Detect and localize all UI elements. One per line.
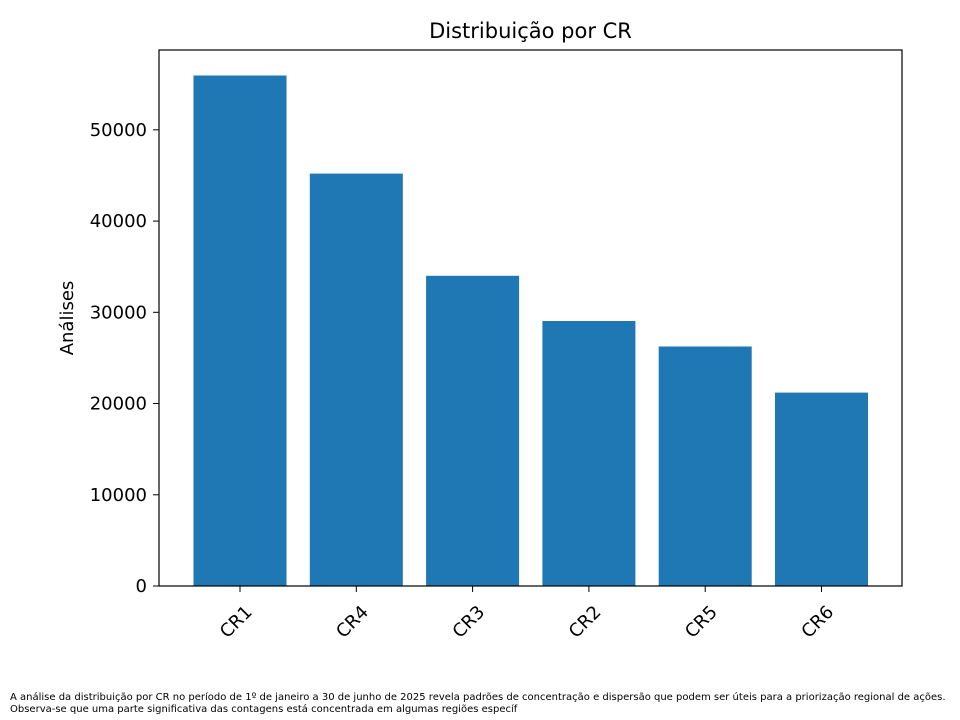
chart-caption: A análise da distribuição por CR no perí… xyxy=(10,692,946,715)
x-tick-label: CR6 xyxy=(797,602,838,643)
y-tick-label: 50000 xyxy=(90,120,147,141)
x-tick-label: CR1 xyxy=(216,602,257,643)
x-tick-label: CR3 xyxy=(449,602,490,643)
y-axis-label: Análises xyxy=(57,281,78,356)
bar-cr1 xyxy=(193,75,287,586)
y-tick-label: 0 xyxy=(136,576,147,597)
bar-cr6 xyxy=(775,392,868,586)
y-tick-label: 20000 xyxy=(90,394,147,415)
plot-frame xyxy=(158,49,903,587)
bar-cr2 xyxy=(542,321,636,586)
y-tick-label: 30000 xyxy=(90,302,147,323)
bar-cr5 xyxy=(658,346,752,586)
y-tick-label: 10000 xyxy=(90,485,147,506)
y-tick-label: 40000 xyxy=(90,211,147,232)
x-tick-label: CR5 xyxy=(681,602,722,643)
chart-title: Distribuição por CR xyxy=(429,19,632,43)
bar-cr4 xyxy=(309,173,403,586)
bars-group xyxy=(193,75,868,586)
x-tick-label: CR4 xyxy=(332,602,373,643)
x-axis-ticks: CR1 CR4 CR3 CR2 CR5 CR6 xyxy=(216,586,838,642)
x-tick-label: CR2 xyxy=(565,602,606,643)
y-axis-ticks: 0 10000 20000 30000 40000 50000 xyxy=(90,120,159,597)
bar-cr3 xyxy=(426,275,520,586)
